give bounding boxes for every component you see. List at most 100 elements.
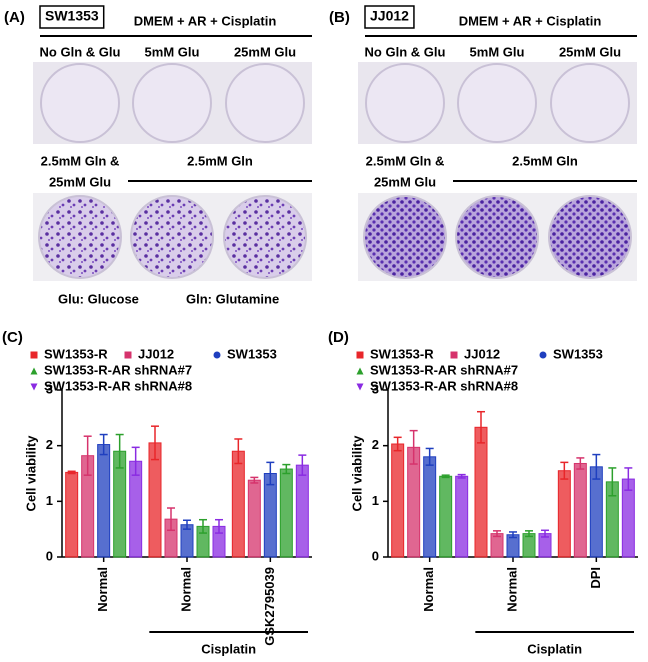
dish-label: 25mM Glu <box>49 174 111 189</box>
legend-marker <box>356 367 364 375</box>
error-bar <box>131 446 140 476</box>
dish-label: 5mM Glu <box>470 44 525 59</box>
dish <box>132 63 212 143</box>
legend-label: JJ012 <box>138 346 174 361</box>
dish-label: 2.5mM Gln & <box>41 153 120 168</box>
dish-label: 5mM Glu <box>145 44 200 59</box>
y-tick-label: 0 <box>46 548 53 563</box>
y-tick-label: 2 <box>372 437 379 452</box>
legend-label: SW1353 <box>227 346 277 361</box>
legend-marker <box>124 351 132 359</box>
error-bar <box>282 463 291 475</box>
dish <box>548 195 632 279</box>
error-bar <box>167 507 175 532</box>
error-bar <box>393 436 402 452</box>
error-bar <box>425 447 434 466</box>
y-tick-label: 1 <box>46 493 53 508</box>
y-tick-label: 1 <box>372 493 379 508</box>
legend-marker <box>450 351 458 359</box>
dish-label: 2.5mM Gln <box>512 153 578 168</box>
cell-line: SW1353 <box>45 8 99 24</box>
condition: DMEM + AR + Cisplatin <box>134 13 277 28</box>
legend-marker <box>356 383 364 391</box>
cell-line-box <box>39 5 105 29</box>
error-bar <box>250 476 259 484</box>
dish <box>130 195 214 279</box>
error-bar <box>541 529 549 538</box>
error-bar <box>83 435 92 476</box>
legend-marker <box>539 351 547 359</box>
y-tick-label: 3 <box>372 381 379 396</box>
error-bar <box>576 457 585 470</box>
dish-label: 25mM Glu <box>374 174 436 189</box>
legend-marker <box>30 351 38 359</box>
dish <box>40 63 120 143</box>
legend-marker <box>356 351 364 359</box>
legend-label: SW1353-R-AR shRNA#7 <box>370 362 518 377</box>
legend-label: SW1353-R <box>44 346 108 361</box>
footnote: Gln: Glutamine <box>186 291 279 306</box>
error-bar <box>624 467 633 491</box>
y-tick-label: 2 <box>46 437 53 452</box>
cell-line: JJ012 <box>370 8 409 24</box>
error-bar <box>457 473 466 479</box>
error-bar <box>115 433 124 469</box>
x-tick-label: Normal <box>421 567 436 612</box>
dish-label: 2.5mM Gln <box>187 153 253 168</box>
error-bar <box>99 433 108 456</box>
x-tick-label: DPI <box>588 567 603 589</box>
condition: DMEM + AR + Cisplatin <box>459 13 602 28</box>
bar <box>247 479 261 558</box>
legend-label: SW1353 <box>553 346 603 361</box>
error-bar <box>298 454 307 476</box>
bar <box>295 464 309 558</box>
bar <box>439 475 453 558</box>
panel-label: (B) <box>329 9 350 26</box>
x-tick-label: Normal <box>504 567 519 612</box>
y-axis-label: Cell viability <box>23 435 38 512</box>
bar <box>557 470 571 558</box>
dish <box>550 63 630 143</box>
legend-label: SW1353-R-AR shRNA#8 <box>370 378 518 393</box>
legend-marker <box>30 383 38 391</box>
error-bar <box>608 467 617 497</box>
error-bar <box>409 429 418 465</box>
dish-label: 25mM Glu <box>559 44 621 59</box>
dish <box>38 195 122 279</box>
footnote: Glu: Glucose <box>58 291 139 306</box>
y-tick-label: 3 <box>46 381 53 396</box>
error-bar <box>151 425 159 461</box>
bar <box>279 468 293 558</box>
error-bar <box>234 438 243 465</box>
error-bar <box>215 518 223 534</box>
bar <box>97 444 111 558</box>
x-tick-label: GSK2795039 <box>262 567 277 646</box>
legend-label: SW1353-R <box>370 346 434 361</box>
error-bar <box>493 530 501 538</box>
x-tick-label: Normal <box>178 567 193 612</box>
bar <box>455 475 469 558</box>
dish <box>225 63 305 143</box>
cell-line-box <box>364 5 415 29</box>
y-tick-label: 0 <box>372 548 379 563</box>
bar <box>391 443 405 558</box>
dish <box>223 195 307 279</box>
legend-label: JJ012 <box>464 346 500 361</box>
y-axis-label: Cell viability <box>349 435 364 512</box>
dish <box>455 195 539 279</box>
error-bar <box>183 519 191 530</box>
x-tick-label: Normal <box>95 567 110 612</box>
panel-label: (A) <box>4 9 25 26</box>
error-bar <box>477 410 485 444</box>
error-bar <box>592 453 601 480</box>
panel-label: (C) <box>2 329 23 346</box>
dish-label: No Gln & Glu <box>40 44 121 59</box>
bar <box>231 450 245 558</box>
error-bar <box>266 461 275 486</box>
legend-marker <box>30 367 38 375</box>
dish <box>365 63 445 143</box>
bar <box>474 426 488 558</box>
dish <box>363 195 447 279</box>
panel-label: (D) <box>328 329 349 346</box>
